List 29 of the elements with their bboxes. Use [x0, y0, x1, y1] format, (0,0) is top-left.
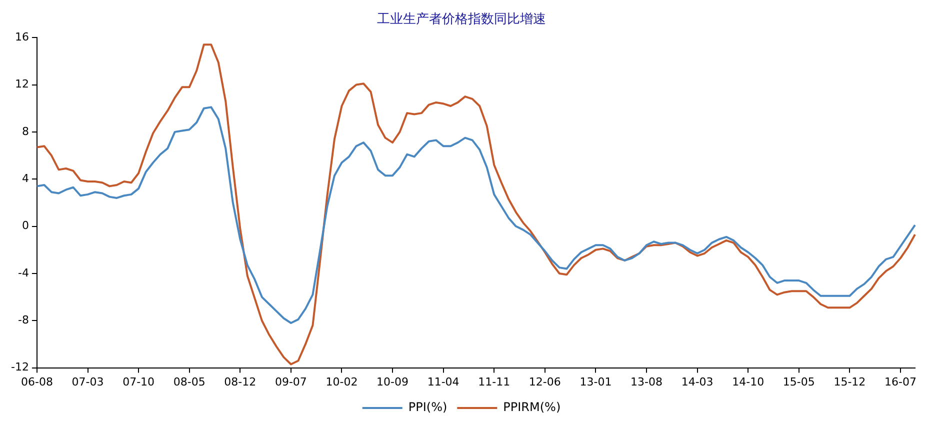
- x-tick-label: 07-03: [72, 375, 104, 388]
- x-tick-label: 10-09: [376, 375, 409, 388]
- x-tick-label: 09-07: [274, 375, 307, 388]
- y-tick-label: 0: [22, 219, 29, 232]
- y-tick-label: 4: [22, 172, 29, 185]
- x-tick-label: 14-10: [732, 375, 764, 388]
- chart-title: 工业生产者价格指数同比增速: [377, 12, 546, 28]
- legend-label: PPI(%): [408, 400, 448, 414]
- x-tick-label: 06-08: [20, 375, 53, 388]
- y-tick-label: -8: [18, 313, 29, 326]
- x-tick-label: 11-11: [478, 375, 510, 388]
- y-tick-label: 8: [22, 124, 29, 138]
- x-tick-label: 07-10: [122, 375, 155, 388]
- legend-label: PPIRM(%): [503, 400, 561, 414]
- x-tick-label: 13-08: [630, 375, 662, 388]
- y-tick-label: 12: [14, 78, 29, 91]
- x-tick-label: 13-01: [580, 375, 612, 388]
- y-tick-label: -4: [18, 266, 29, 280]
- x-tick-label: 08-12: [224, 375, 256, 388]
- y-tick-label: 16: [14, 30, 29, 44]
- x-tick-label: 10-02: [326, 375, 358, 388]
- x-tick-label: 14-03: [681, 375, 714, 388]
- x-tick-label: 08-05: [173, 375, 206, 388]
- x-tick-label: 12-06: [528, 375, 561, 388]
- x-tick-label: 16-07: [884, 375, 916, 388]
- y-tick-label: -12: [11, 360, 29, 374]
- x-tick-label: 15-05: [782, 375, 815, 388]
- x-tick-label: 15-12: [834, 375, 866, 388]
- x-tick-label: 11-04: [427, 375, 460, 388]
